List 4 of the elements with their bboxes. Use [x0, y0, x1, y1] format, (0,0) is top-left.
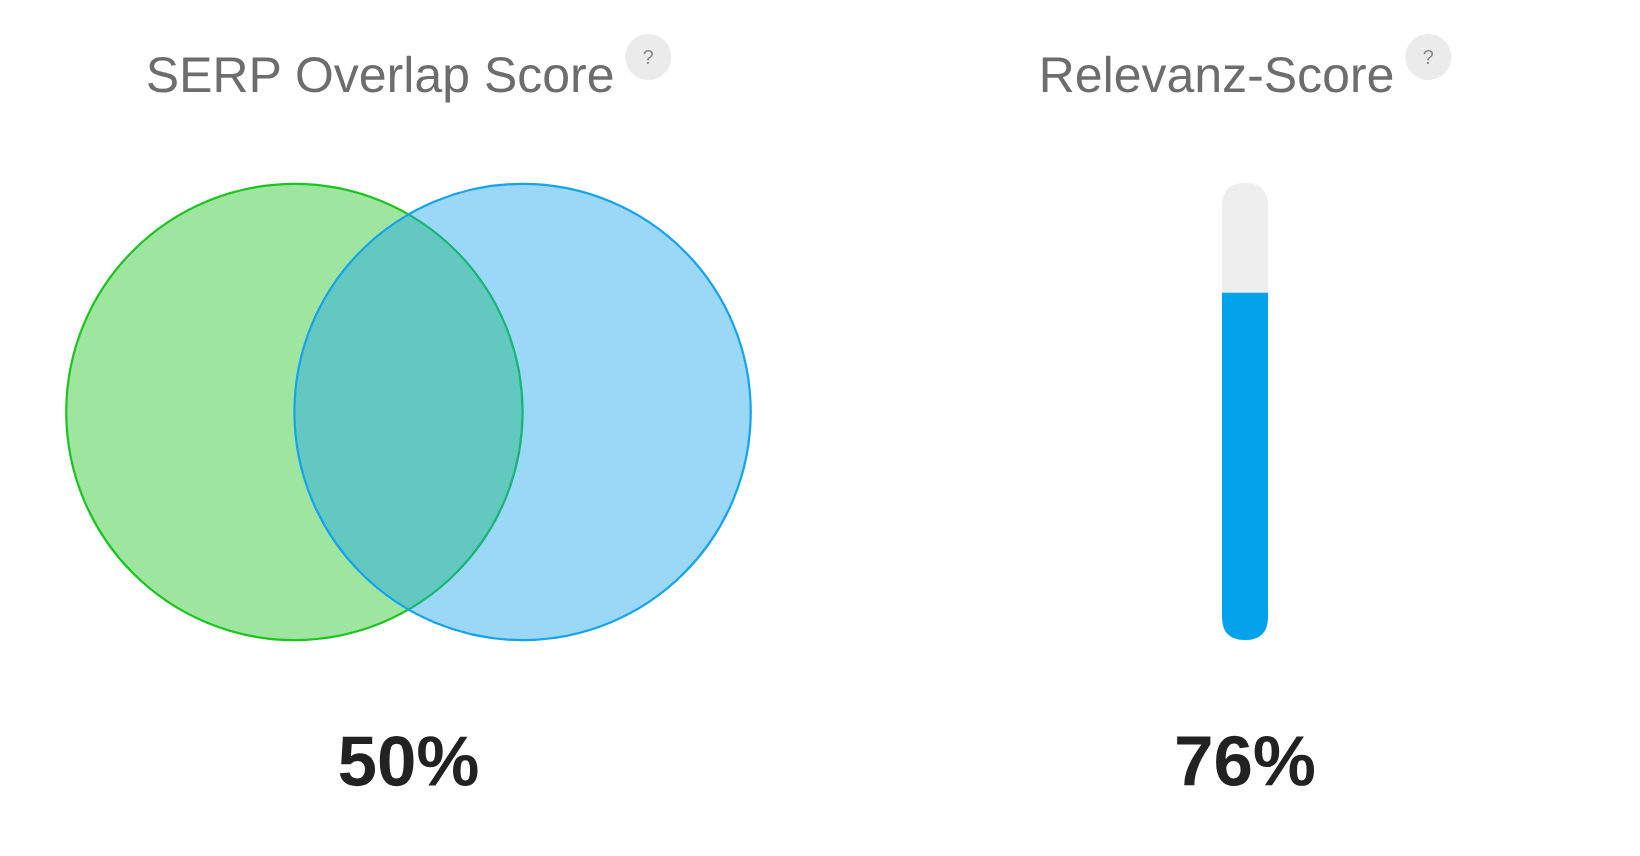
- data-label: 50%: [339, 736, 478, 787]
- data-label: 76%: [1177, 735, 1315, 787]
- text: SERP Overlap Score: [148, 55, 613, 103]
- chart-title: Relevanz-Score: [1042, 55, 1393, 93]
